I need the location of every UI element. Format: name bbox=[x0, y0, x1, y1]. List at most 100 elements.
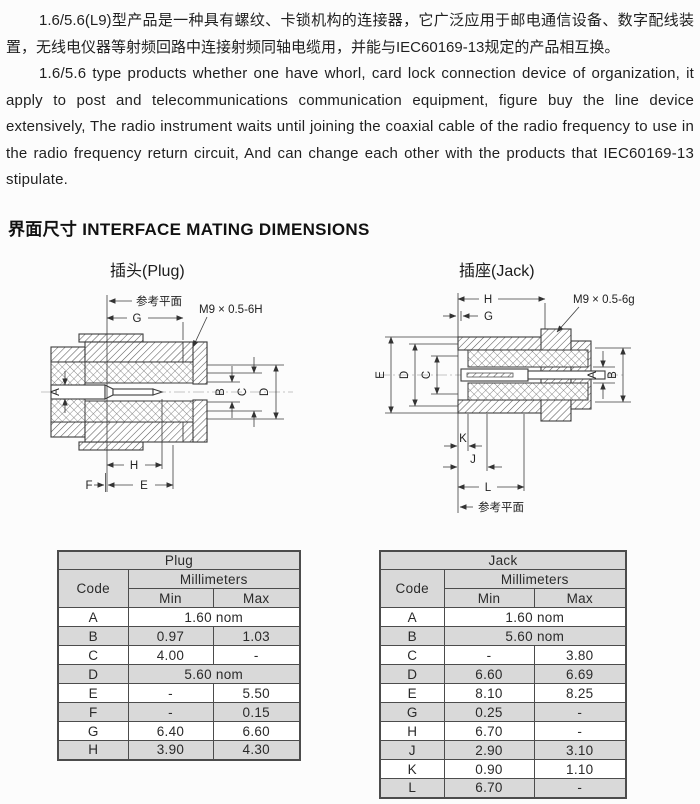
max-cell: - bbox=[533, 702, 627, 722]
value-cell: 1.60 nom bbox=[127, 607, 301, 627]
jack-dim-D: D bbox=[399, 343, 458, 406]
min-cell: 6.60 bbox=[443, 664, 535, 684]
min-cell: 6.70 bbox=[443, 778, 535, 798]
dimension-tables-row: Plug Code Millimeters Min Max A 1.60 nom … bbox=[6, 549, 694, 799]
code-cell: D bbox=[379, 664, 445, 684]
jack-drawing-title: 插座(Jack) bbox=[459, 262, 535, 280]
jack-cross-section-drawing: 参考平面 H M9 × 0.5-6g G bbox=[375, 292, 635, 514]
code-cell: C bbox=[379, 645, 445, 665]
table-title-row: Jack bbox=[379, 550, 627, 570]
drawings-row: 参考平面 M9 × 0.5-6H G A bbox=[6, 285, 694, 523]
plug-dim-label-f: F bbox=[85, 480, 92, 492]
unit-header-cell: Millimeters bbox=[127, 569, 301, 589]
max-cell: 6.60 bbox=[212, 721, 301, 741]
max-cell: 3.80 bbox=[533, 645, 627, 665]
jack-dim-K: K bbox=[444, 413, 482, 451]
code-cell: H bbox=[379, 721, 445, 741]
jack-dim-label-g: G bbox=[484, 311, 493, 323]
plug-center-pin bbox=[50, 383, 164, 400]
intro-section: 1.6/5.6(L9)型产品是一种具有螺纹、卡锁机构的连接器，它广泛应用于邮电通… bbox=[6, 8, 694, 194]
jack-ref-plane-label: 参考平面 bbox=[478, 500, 524, 514]
jack-dim-label-c: C bbox=[421, 370, 433, 378]
table-header-row: Code Millimeters bbox=[57, 569, 301, 608]
code-cell: A bbox=[57, 607, 129, 627]
code-cell: H bbox=[57, 740, 129, 760]
plug-dim-F: F bbox=[85, 472, 106, 492]
jack-dim-label-l: L bbox=[485, 482, 492, 494]
max-cell: - bbox=[212, 645, 301, 665]
table-row: H 6.70- bbox=[379, 721, 627, 741]
min-cell: 2.90 bbox=[443, 740, 535, 760]
code-cell: A bbox=[379, 607, 445, 627]
table-row: D 5.60 nom bbox=[57, 664, 301, 684]
code-header-cell: Code bbox=[57, 569, 129, 608]
table-row: H 3.90 4.30 bbox=[57, 740, 301, 760]
table-row: E 8.10 8.25 bbox=[379, 683, 627, 703]
code-cell: G bbox=[379, 702, 445, 722]
value-cell: 5.60 nom bbox=[127, 664, 301, 684]
plug-dim-H: H bbox=[106, 398, 163, 472]
min-cell: 6.40 bbox=[127, 721, 214, 741]
jack-dim-E: E bbox=[375, 336, 458, 413]
max-cell: 3.10 bbox=[533, 740, 627, 760]
table-row: J 2.90 3.10 bbox=[379, 740, 627, 760]
jack-dim-C: C bbox=[421, 355, 458, 394]
jack-dimensions-table: Jack Code Millimeters Min Max A 1.60 nom … bbox=[379, 549, 628, 799]
jack-dim-label-d: D bbox=[399, 370, 411, 378]
plug-dim-label-c: C bbox=[237, 387, 249, 395]
max-cell: 6.69 bbox=[533, 664, 627, 684]
min-cell: 4.00 bbox=[127, 645, 214, 665]
table-row: B 5.60 nom bbox=[379, 626, 627, 646]
min-cell: 0.97 bbox=[127, 626, 214, 646]
jack-dim-L: L bbox=[457, 413, 525, 494]
code-cell: L bbox=[379, 778, 445, 798]
jack-dim-label-j: J bbox=[470, 454, 476, 466]
max-cell: 8.25 bbox=[533, 683, 627, 703]
max-cell: 1.03 bbox=[212, 626, 301, 646]
min-cell: 0.90 bbox=[443, 759, 535, 779]
jack-dim-H: H bbox=[457, 294, 546, 329]
value-cell: 1.60 nom bbox=[443, 607, 627, 627]
plug-dimensions-table: Plug Code Millimeters Min Max A 1.60 nom … bbox=[57, 549, 302, 761]
table-row: K 0.90 1.10 bbox=[379, 759, 627, 779]
jack-insulator bbox=[467, 349, 589, 400]
jack-dim-label-a: A bbox=[587, 370, 599, 378]
min-cell: 8.10 bbox=[443, 683, 535, 703]
table-title-row: Plug bbox=[57, 550, 301, 570]
code-cell: F bbox=[57, 702, 129, 722]
code-cell: J bbox=[379, 740, 445, 760]
table-row: G 0.25- bbox=[379, 702, 627, 722]
drawing-titles-row: 插头(Plug) 插座(Jack) bbox=[6, 257, 694, 281]
plug-dim-label-a: A bbox=[50, 387, 62, 395]
jack-dim-J: J bbox=[443, 413, 502, 471]
min-cell: 3.90 bbox=[127, 740, 214, 760]
jack-table-title: Jack bbox=[379, 550, 627, 570]
table-row: A 1.60 nom bbox=[379, 607, 627, 627]
plug-dim-A: A bbox=[50, 370, 68, 413]
min-cell: - bbox=[127, 702, 214, 722]
table-row: A 1.60 nom bbox=[57, 607, 301, 627]
jack-dim-label-e: E bbox=[375, 370, 387, 378]
code-cell: D bbox=[57, 664, 129, 684]
table-row: B 0.97 1.03 bbox=[57, 626, 301, 646]
jack-socket-contact bbox=[460, 367, 606, 382]
plug-dim-label-d: D bbox=[259, 387, 271, 395]
table-row: L 6.70- bbox=[379, 778, 627, 798]
plug-dim-D: D bbox=[207, 364, 284, 419]
min-cell: - bbox=[127, 683, 214, 703]
code-header-cell: Code bbox=[379, 569, 445, 608]
table-row: D 6.60 6.69 bbox=[379, 664, 627, 684]
max-cell: 1.10 bbox=[533, 759, 627, 779]
plug-dim-label-b: B bbox=[215, 387, 227, 395]
plug-dim-label-h: H bbox=[130, 460, 138, 472]
plug-thread-label: M9 × 0.5-6H bbox=[199, 304, 263, 316]
jack-dim-B: B bbox=[595, 347, 631, 402]
table-row: E -5.50 bbox=[57, 683, 301, 703]
max-header-cell: Max bbox=[212, 588, 301, 608]
table-header-row: Code Millimeters bbox=[379, 569, 627, 608]
max-cell: 0.15 bbox=[212, 702, 301, 722]
jack-dim-label-b: B bbox=[607, 370, 619, 378]
table-subheader-row: Min Max bbox=[380, 588, 627, 608]
code-cell: B bbox=[57, 626, 129, 646]
